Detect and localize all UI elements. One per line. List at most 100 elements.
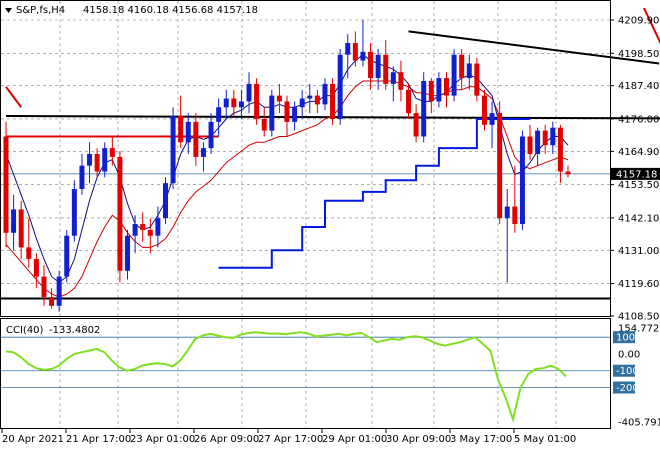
cci-tick-label: -200 xyxy=(616,383,639,394)
candle-body xyxy=(322,83,328,105)
candle-body xyxy=(11,209,17,233)
candle-body xyxy=(125,235,131,271)
candle-body xyxy=(261,118,267,131)
axis-labels: 4209.90 4198.50 4187.40 4176.00 4164.90 4153.… xyxy=(1,16,660,445)
price-tick-label: 4176.00 xyxy=(618,114,659,125)
candle-body xyxy=(200,148,206,157)
candle-body xyxy=(428,81,434,102)
candle-body xyxy=(87,153,93,166)
candle-body xyxy=(147,229,153,236)
candle-body xyxy=(155,218,161,236)
candle-body xyxy=(421,81,427,137)
candle-body xyxy=(436,78,442,102)
candle-body xyxy=(64,235,70,277)
cci-tick-label: -100 xyxy=(616,366,639,377)
candle-body xyxy=(330,83,336,119)
candle-body xyxy=(26,247,32,260)
trend-line xyxy=(5,86,22,108)
price-tick-label: 4164.90 xyxy=(618,147,659,158)
candle-body xyxy=(231,98,237,108)
candle-body xyxy=(56,276,62,306)
candle-body xyxy=(299,98,305,108)
price-tick-label: 4198.50 xyxy=(618,49,659,60)
cci-level-tag xyxy=(613,381,635,394)
candle-body xyxy=(535,130,541,154)
candle-body xyxy=(208,121,214,149)
fast-moving-average-line xyxy=(5,54,569,284)
candle-body xyxy=(368,51,374,79)
candle-body xyxy=(246,83,252,102)
candle-body xyxy=(307,95,313,99)
candle-body xyxy=(162,183,168,219)
cci-tick-label: 0.00 xyxy=(618,349,640,360)
candle-body xyxy=(79,165,85,190)
price-tick-label: 4142.10 xyxy=(618,213,659,224)
candle-body xyxy=(557,127,563,172)
candle-body xyxy=(41,276,47,298)
candle-body xyxy=(102,148,108,172)
current-price-tag xyxy=(611,167,660,180)
candle-body xyxy=(337,54,343,119)
candle-body xyxy=(481,95,487,125)
time-tick-label: 3 May 17:00 xyxy=(450,434,512,445)
price-panel-frame xyxy=(0,0,611,317)
candle-body xyxy=(406,89,412,114)
time-tick-label: 27 Apr 17:00 xyxy=(258,434,323,445)
price-tick-label: 4187.40 xyxy=(618,81,659,92)
candle-body xyxy=(489,113,495,125)
candle-body xyxy=(383,54,389,84)
trend-line xyxy=(643,7,660,45)
candle-body xyxy=(314,95,320,105)
candle-body xyxy=(193,121,199,157)
candle-body xyxy=(94,153,100,172)
price-tick-label: 4119.60 xyxy=(618,279,659,290)
price-tick-label: 4131.00 xyxy=(618,246,659,257)
collapse-triangle-icon[interactable] xyxy=(5,8,12,13)
candle-body xyxy=(504,206,510,219)
cci-series xyxy=(5,331,567,423)
candle-body xyxy=(466,63,472,79)
candle-body xyxy=(276,95,282,102)
time-tick-label: 20 Apr 2021 xyxy=(2,434,64,445)
step-line xyxy=(218,118,530,269)
candle-body xyxy=(459,54,465,79)
candle-body xyxy=(390,72,396,84)
candle-body xyxy=(254,83,260,119)
cci-grid xyxy=(1,319,610,428)
candle-body xyxy=(109,148,115,157)
candle-body xyxy=(178,116,184,143)
price-tick-label: 4209.90 xyxy=(618,16,659,27)
candle-body xyxy=(3,136,9,233)
candle-body xyxy=(223,98,229,108)
candlestick-series xyxy=(3,19,571,312)
candle-body xyxy=(375,54,381,79)
candle-body xyxy=(474,63,480,96)
candle-body xyxy=(360,51,366,61)
price-tick-label: 4153.50 xyxy=(618,180,659,191)
cci-panel-frame xyxy=(0,318,611,429)
chart-ohlc: 4158.18 4160.18 4156.68 4157.18 xyxy=(83,5,258,16)
candle-body xyxy=(451,54,457,96)
cci-tick-label: -405.7914 xyxy=(618,418,660,429)
candle-body xyxy=(512,206,518,225)
price-tick-label: 4108.50 xyxy=(618,312,659,323)
candle-body xyxy=(132,224,138,236)
candle-body xyxy=(269,95,275,131)
price-grid xyxy=(1,1,610,316)
time-tick-label: 30 Apr 09:00 xyxy=(386,434,451,445)
cci-label: CCI(40) xyxy=(6,325,44,336)
cci-line xyxy=(5,331,567,423)
cci-tick-label: 154.7722 xyxy=(618,324,660,335)
candle-body xyxy=(216,107,222,122)
candle-body xyxy=(542,130,548,146)
candle-body xyxy=(497,113,503,219)
candle-body xyxy=(352,43,358,61)
candle-body xyxy=(284,101,290,122)
candle-body xyxy=(292,107,298,122)
candle-body xyxy=(565,171,571,175)
candle-body xyxy=(413,113,419,137)
cci-value: -133.4802 xyxy=(49,325,100,336)
trend-line xyxy=(408,30,660,65)
time-tick-label: 5 May 01:00 xyxy=(514,434,576,445)
time-tick-label: 21 Apr 17:00 xyxy=(66,434,131,445)
